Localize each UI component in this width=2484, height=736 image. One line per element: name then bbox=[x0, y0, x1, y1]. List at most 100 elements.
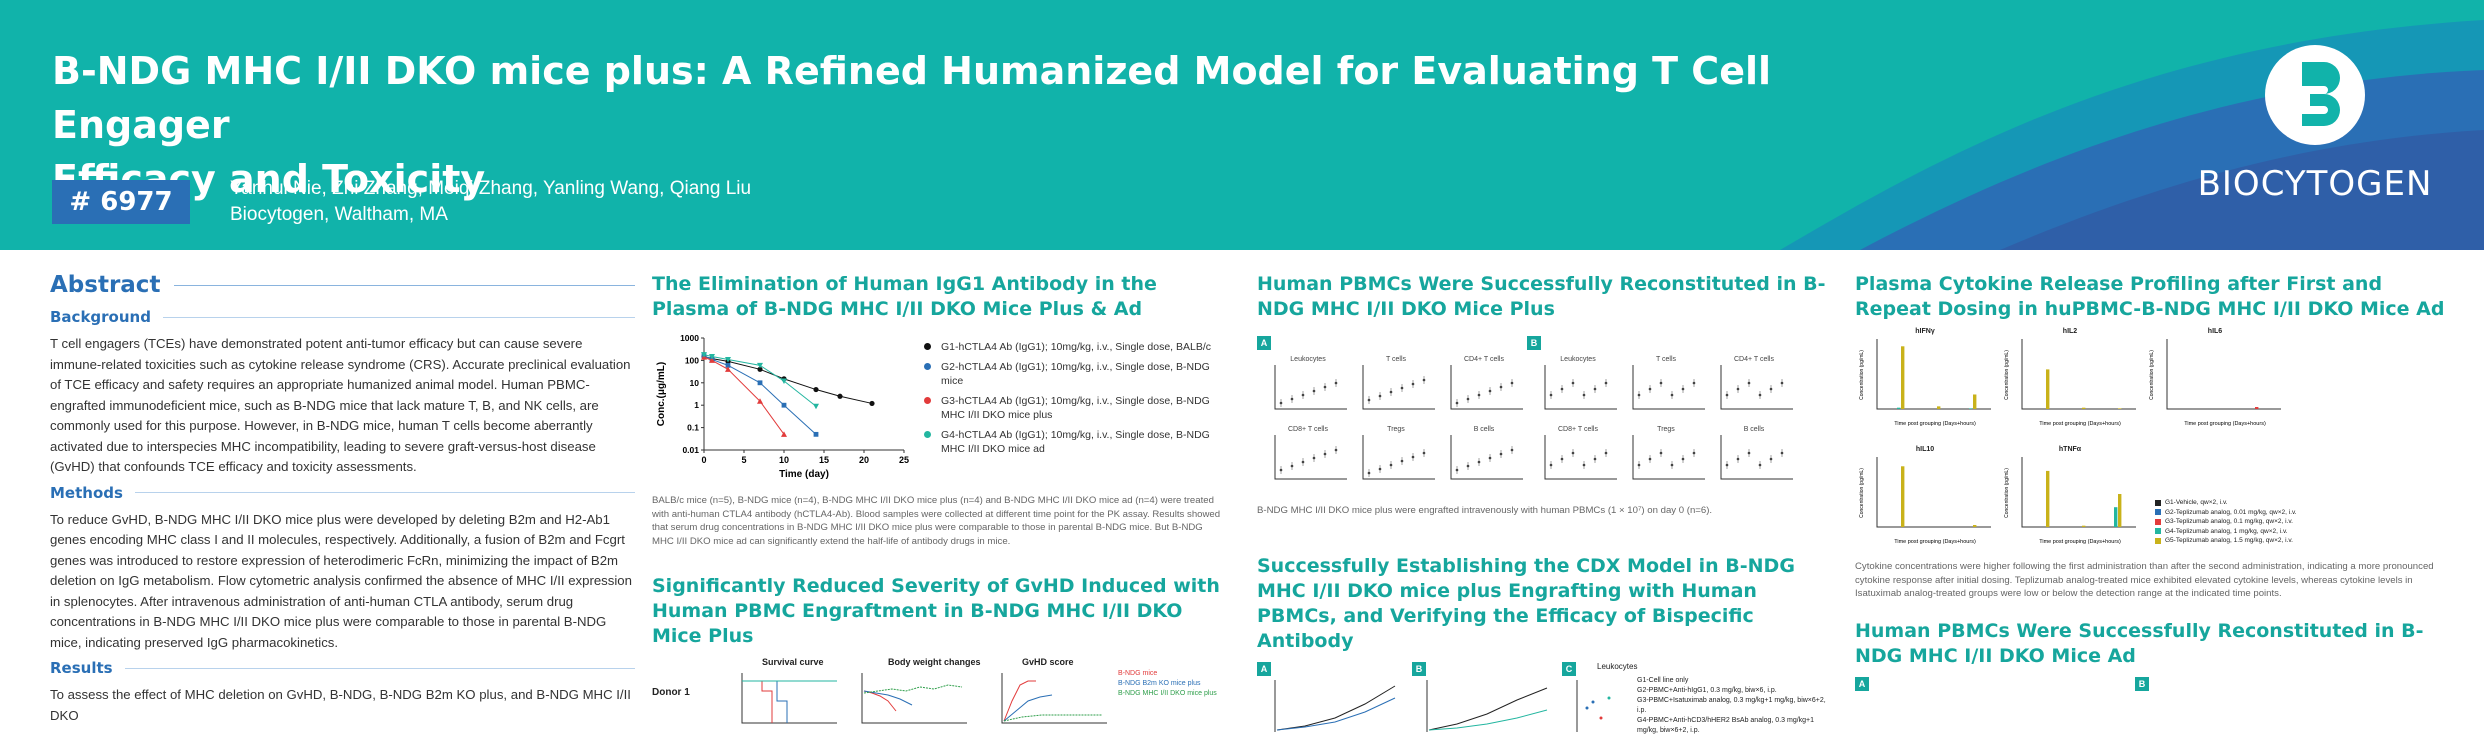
cytokine-legend-swatch bbox=[2155, 537, 2161, 544]
cytokine-legend-item: G2-Teplizumab analog, 0.01 mg/kg, qw×2, … bbox=[2155, 508, 2325, 518]
gvhd-row-label: Donor 1 bbox=[652, 687, 690, 698]
cytokine-legend-label: G5-Teplizumab analog, 1.5 mg/kg, qw×2, i… bbox=[2165, 537, 2293, 544]
cytokine-bar bbox=[2046, 369, 2050, 409]
cdx-section-title: Successfully Establishing the CDX Model … bbox=[1257, 554, 1795, 652]
pk-series-line bbox=[703, 356, 785, 435]
pbmc-panel-a: A bbox=[1257, 336, 1271, 350]
pk-point bbox=[813, 431, 819, 437]
pk-legend-label: G4-hCTLA4 Ab (IgG1); 10mg/kg, i.v., Sing… bbox=[941, 429, 1210, 455]
pk-y-tick-label: 0.01 bbox=[682, 445, 699, 455]
cytokine-axes bbox=[2021, 339, 2136, 410]
cytokine-bar bbox=[1969, 408, 1973, 409]
pbmc-mini-plot: Leukocytes bbox=[1537, 356, 1619, 418]
pbmc-mini-title: T cells bbox=[1655, 356, 1677, 363]
cdx-legend: G1-Cell line only G2-PBMC+Anti-hIgG1, 0.… bbox=[1637, 676, 1827, 736]
cytokine-bar bbox=[2082, 525, 2086, 527]
pbmc-mini-plot: B cells bbox=[1443, 426, 1525, 488]
pk-legend-marker bbox=[924, 363, 931, 370]
cytokine-legend-swatch bbox=[2155, 499, 2161, 506]
cytokine-panel-title: hIFNγ bbox=[1915, 328, 1935, 335]
biocytogen-logo: BIOCYTOGEN bbox=[2190, 40, 2440, 210]
pk-chart: 0 5 10 15 20 25 1000 100 10 1 0.1 0.01 Time (day) Con… bbox=[656, 333, 909, 480]
abstract-heading-row: Abstract bbox=[50, 272, 635, 298]
pbmc-mini-svg bbox=[1274, 435, 1347, 480]
cytokine-legend-swatch bbox=[2155, 509, 2161, 516]
pbmc-mini-title: CD4+ T cells bbox=[1733, 356, 1774, 363]
pbmc-section-title: Human PBMCs Were Successfully Reconstitu… bbox=[1257, 273, 1826, 320]
pbmc-mini-plot: CD8+ T cells bbox=[1267, 426, 1349, 488]
gvhd-survival-title: Survival curve bbox=[762, 657, 824, 667]
cytokine-legend-swatch bbox=[2155, 518, 2161, 525]
column-pbmc-cdx: Human PBMCs Were Successfully Reconstitu… bbox=[1257, 272, 1827, 734]
pbmc-mini-plot: T cells bbox=[1625, 356, 1707, 418]
pk-point bbox=[813, 403, 819, 410]
cytokine-panel-title: hIL2 bbox=[2062, 328, 2078, 335]
cytokine-bar bbox=[1897, 407, 1901, 409]
pbmc-mini-svg bbox=[1274, 365, 1347, 410]
cytokine-axes bbox=[2166, 339, 2281, 410]
cdx-leukocyte-plot bbox=[1576, 679, 1611, 732]
cytokine-panel-svg: Time post grouping (Days+hours) Concentra… bbox=[1859, 457, 1991, 545]
cytokine-bar bbox=[2255, 407, 2259, 409]
cytokine-x-label: Time post grouping (Days+hours) bbox=[2039, 421, 2121, 427]
cytokine-bar bbox=[2114, 507, 2118, 527]
pbmc-ad-panel-a: A bbox=[1855, 676, 1869, 691]
poster-title: B-NDG MHC I/II DKO mice plus: A Refined … bbox=[52, 44, 1952, 206]
pk-legend-label: G2-hCTLA4 Ab (IgG1); 10mg/kg, i.v., Sing… bbox=[941, 361, 1210, 387]
pbmc-mini-svg bbox=[1450, 435, 1523, 480]
cytokine-legend-item: G4-Teplizumab analog, 1 mg/kg, qw×2, i.v… bbox=[2155, 527, 2325, 537]
cytokine-panel-title: hIL6 bbox=[2207, 328, 2223, 335]
cytokine-panel-title: hIL10 bbox=[1915, 446, 1935, 453]
pk-point bbox=[757, 366, 763, 372]
pk-series-line bbox=[703, 355, 873, 404]
pk-legend-marker bbox=[924, 397, 931, 404]
cdx-legend-item: G2-PBMC+Anti-hIgG1, 0.3 mg/kg, biw×6, i.… bbox=[1637, 686, 1777, 694]
background-text: T cell engagers (TCEs) have demonstrated… bbox=[50, 336, 631, 474]
cdx-legend-item: G3-PBMC+Isatuximab analog, 0.3 mg/kg+1 m… bbox=[1637, 696, 1826, 714]
author-block: Yanhui Nie, Zhi Zhang, Meiqi Zhang, Yanl… bbox=[230, 176, 751, 228]
pk-y-tick-label: 100 bbox=[685, 355, 699, 365]
cytokine-panel: hIL6 Time post grouping (Days+hours) Conce… bbox=[2145, 328, 2285, 440]
pbmc-mini-svg bbox=[1544, 435, 1617, 480]
pk-point bbox=[757, 380, 763, 386]
pk-point bbox=[781, 431, 787, 437]
igg-figure: 0 5 10 15 20 25 1000 100 10 1 0.1 0.01 Time (day) Con… bbox=[652, 330, 1222, 480]
cdx-tumor-weight-plot bbox=[1426, 679, 1548, 732]
cytokine-x-label: Time post grouping (Days+hours) bbox=[1894, 539, 1976, 545]
cytokine-x-label: Time post grouping (Days+hours) bbox=[1894, 421, 1976, 427]
cdx-panel-c-title: Leukocytes bbox=[1597, 661, 1638, 671]
gvhd-section-title: Significantly Reduced Severity of GvHD I… bbox=[652, 575, 1220, 647]
results-text: To assess the effect of MHC deletion on … bbox=[50, 687, 631, 723]
cytokine-legend-label: G3-Teplizumab analog, 0.1 mg/kg, qw×2, i… bbox=[2165, 518, 2293, 525]
pbmc-mini-title: T cells bbox=[1385, 356, 1407, 363]
pk-point bbox=[757, 398, 763, 404]
gvhd-legend: B-NDG mice B-NDG B2m KO mice plus B-NDG … bbox=[1118, 669, 1217, 699]
pbmc-mini-axes bbox=[1544, 435, 1617, 480]
cytokine-caption: Cytokine concentrations were higher foll… bbox=[1855, 561, 2434, 599]
pk-point bbox=[837, 393, 843, 399]
pbmc-mini-axes bbox=[1362, 435, 1435, 480]
cdx-figure: A B C Leukocytes G1-Cell line only G2-PB… bbox=[1257, 661, 1827, 734]
pbmc-mini-plot: T cells bbox=[1355, 356, 1437, 418]
pk-legend-label: G1-hCTLA4 Ab (IgG1); 10mg/kg, i.v., Sing… bbox=[941, 341, 1212, 353]
poster-id-badge: # 6977 bbox=[52, 180, 190, 224]
methods-label: Methods bbox=[50, 483, 123, 502]
cytokine-figure: G1-Vehicle, qw×2, i.v. G2-Teplizumab anal… bbox=[1855, 328, 2455, 558]
cytokine-bar bbox=[1937, 406, 1941, 409]
pk-point bbox=[709, 353, 715, 360]
cytokine-section-title: Plasma Cytokine Release Profiling after … bbox=[1855, 273, 2445, 320]
pbmc-ad-panel-b: B bbox=[2135, 676, 2149, 691]
pbmc-ad-section-title: Human PBMCs Were Successfully Reconstitu… bbox=[1855, 619, 2424, 667]
affiliation: Biocytogen, Waltham, MA bbox=[230, 204, 448, 225]
pk-x-tick-label: 25 bbox=[899, 455, 909, 465]
pbmc-mini-title: B cells bbox=[1743, 426, 1765, 433]
cytokine-panel-title: hTNFα bbox=[2058, 446, 2082, 453]
pk-point bbox=[781, 378, 787, 385]
gvhd-legend-item: B-NDG B2m KO mice plus bbox=[1118, 680, 1201, 687]
pbmc-mini-axes bbox=[1632, 365, 1705, 410]
cytokine-legend-label: G1-Vehicle, qw×2, i.v. bbox=[2165, 499, 2228, 506]
gvhd-legend-item: B-NDG MHC I/II DKO mice plus bbox=[1118, 690, 1217, 697]
background-rule bbox=[162, 316, 635, 318]
pk-point bbox=[725, 356, 731, 363]
cytokine-panel-svg: Time post grouping (Days+hours) Concentra… bbox=[1859, 339, 1991, 427]
